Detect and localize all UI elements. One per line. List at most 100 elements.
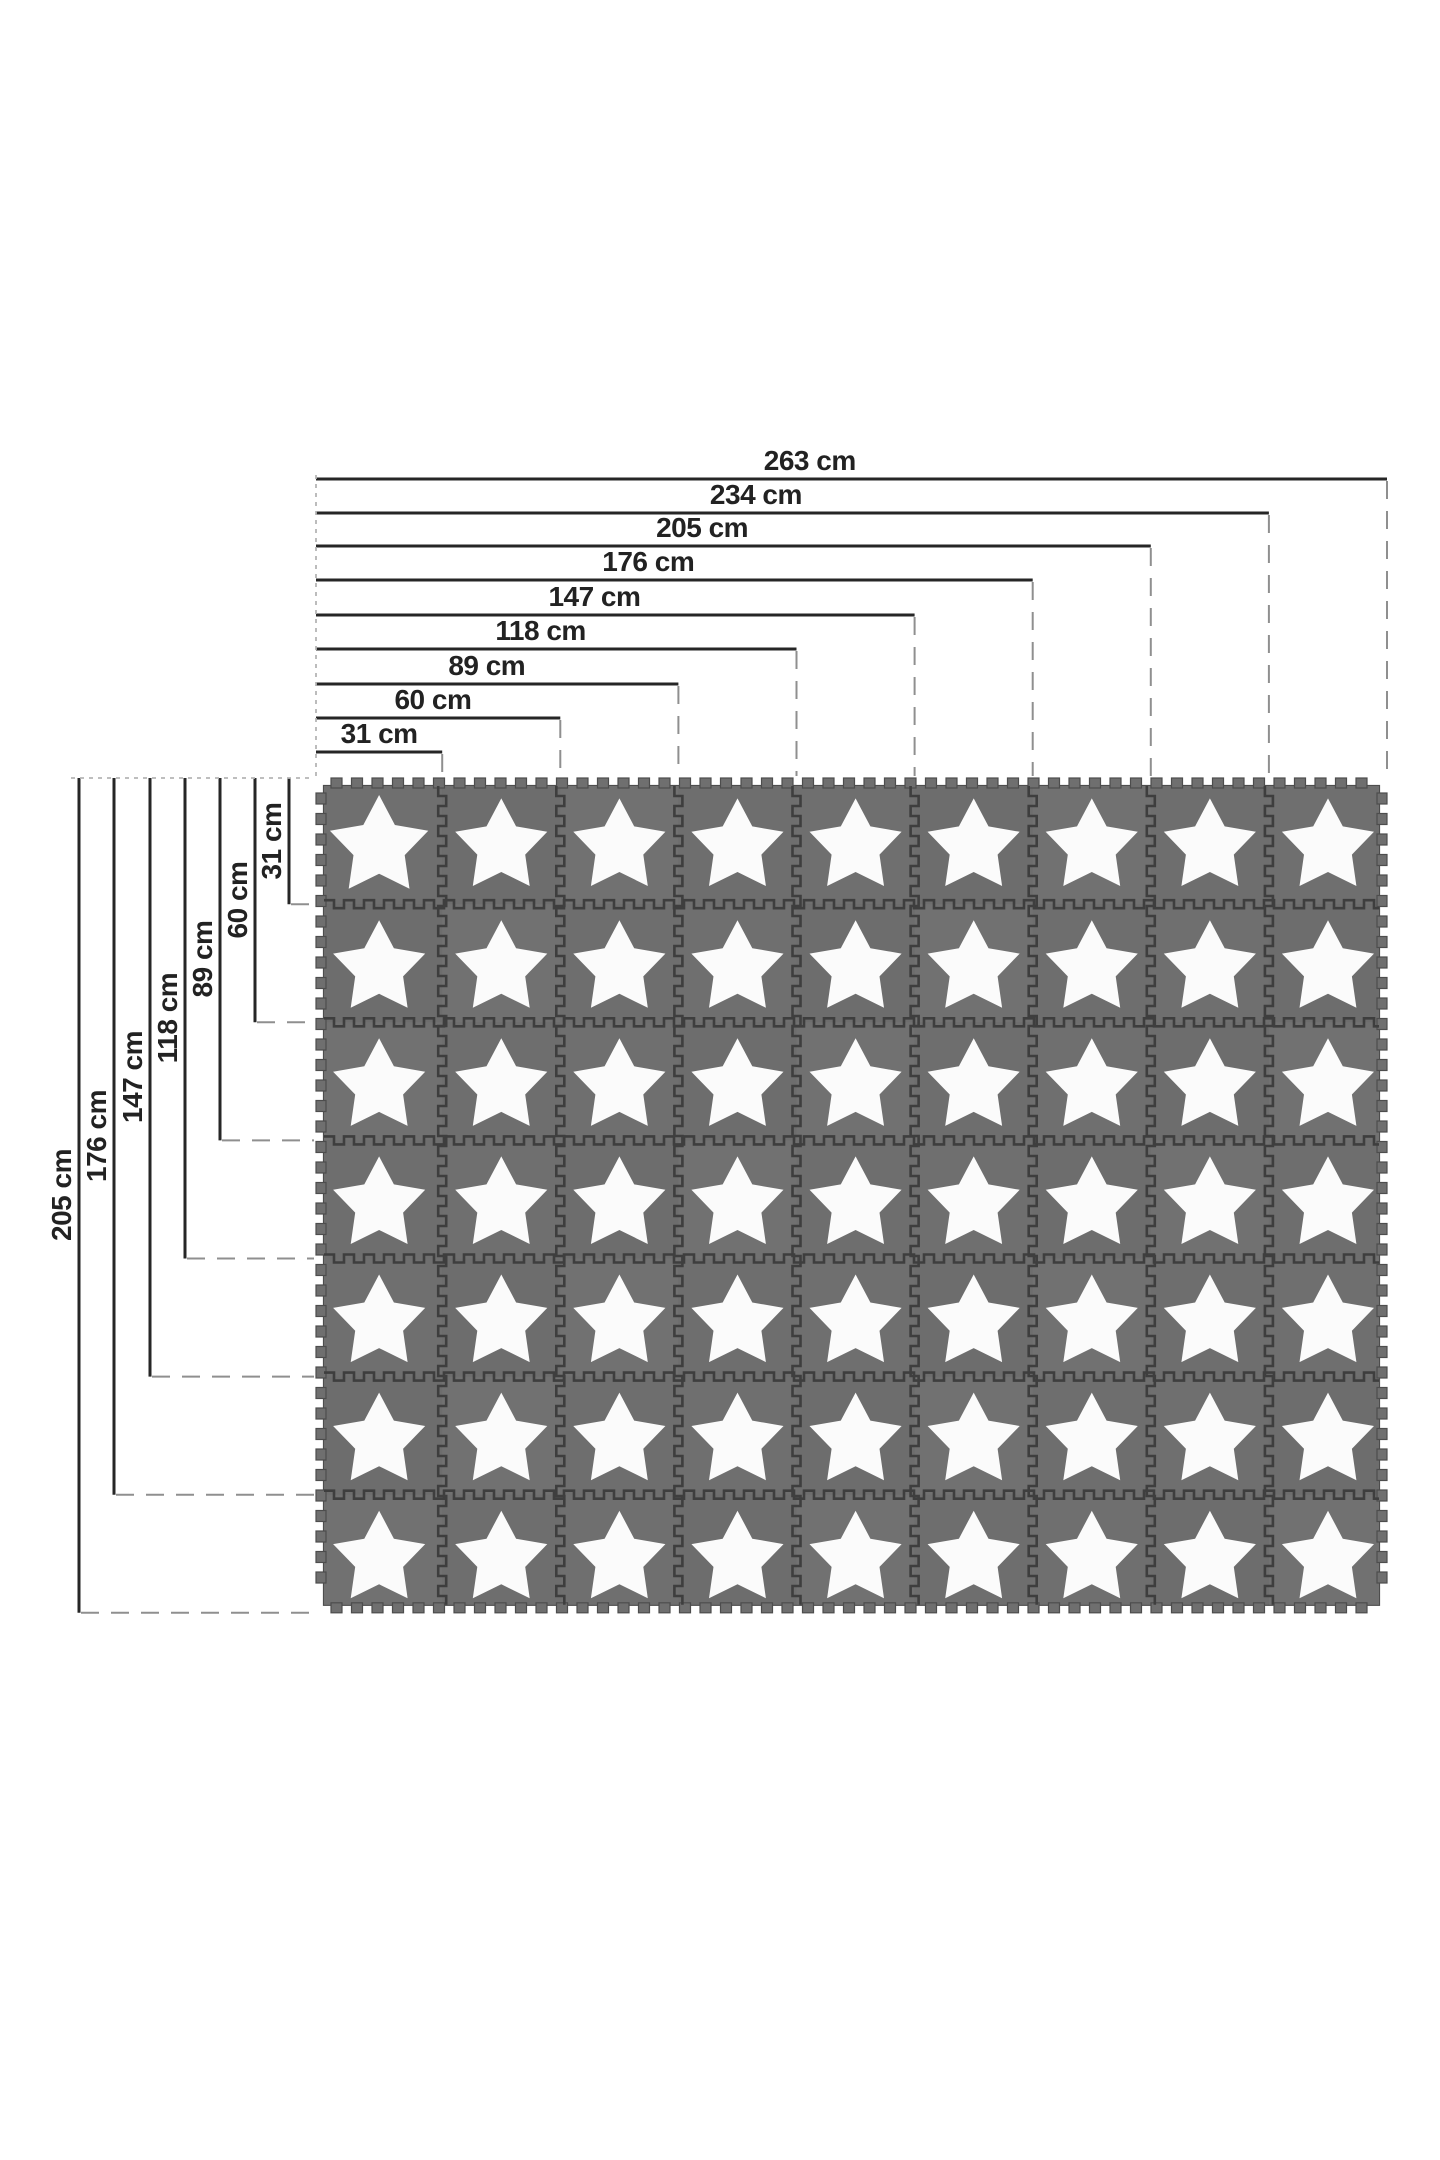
tooth bbox=[1109, 1602, 1122, 1614]
tooth bbox=[315, 1263, 327, 1277]
tooth bbox=[986, 1602, 999, 1614]
star-icons bbox=[329, 795, 1374, 1599]
star-icon bbox=[1281, 1510, 1374, 1599]
tooth bbox=[1376, 1489, 1388, 1502]
tooth bbox=[658, 777, 671, 789]
width-dimension-label: 234 cm bbox=[709, 479, 802, 510]
width-dimension-label: 176 cm bbox=[602, 546, 695, 577]
tooth bbox=[678, 777, 692, 789]
tooth bbox=[1376, 1202, 1388, 1215]
tooth bbox=[1088, 1602, 1102, 1614]
tooth bbox=[699, 777, 712, 789]
tooth bbox=[617, 1602, 630, 1614]
tooth bbox=[1314, 777, 1327, 789]
star-icon bbox=[1163, 1274, 1256, 1363]
star-icon bbox=[1281, 1274, 1374, 1363]
tooth bbox=[1376, 997, 1388, 1010]
tooth bbox=[1376, 1222, 1388, 1236]
tooth bbox=[315, 1325, 327, 1338]
tooth bbox=[315, 1509, 327, 1523]
tooth bbox=[315, 1161, 327, 1174]
tooth bbox=[315, 1017, 327, 1031]
star-icon bbox=[1163, 798, 1256, 886]
tooth bbox=[315, 1427, 327, 1441]
tooth bbox=[1376, 1530, 1388, 1543]
star-icon bbox=[809, 920, 902, 1008]
tooth bbox=[315, 1058, 327, 1072]
tooth bbox=[1376, 1448, 1388, 1461]
star-icon bbox=[691, 798, 784, 886]
star-icon bbox=[573, 798, 666, 886]
tooth bbox=[924, 1602, 938, 1614]
width-dimension-label: 118 cm bbox=[495, 615, 586, 646]
tooth bbox=[1376, 1407, 1388, 1420]
star-icon bbox=[1281, 920, 1374, 1008]
tooth bbox=[1252, 777, 1266, 789]
tooth bbox=[315, 1530, 327, 1543]
star-icon bbox=[1163, 1038, 1256, 1126]
tooth bbox=[863, 1602, 876, 1614]
star-icon bbox=[691, 1156, 784, 1244]
tooth bbox=[945, 1602, 958, 1614]
tooth bbox=[1376, 1263, 1388, 1277]
tooth bbox=[1252, 1602, 1266, 1614]
seam bbox=[324, 1371, 1379, 1382]
star-icon bbox=[1163, 1510, 1256, 1599]
tooth bbox=[315, 1099, 327, 1113]
width-dimension-label: 89 cm bbox=[448, 650, 526, 681]
tooth bbox=[1376, 935, 1388, 949]
tooth bbox=[699, 1602, 712, 1614]
star-icon bbox=[809, 1274, 902, 1363]
tooth bbox=[412, 1602, 425, 1614]
star-icon bbox=[927, 1274, 1020, 1363]
star-icon bbox=[329, 795, 429, 889]
tooth bbox=[453, 1602, 466, 1614]
tooth bbox=[1211, 1602, 1225, 1614]
width-dimension-label: 147 cm bbox=[548, 581, 641, 612]
tooth bbox=[1273, 777, 1286, 789]
tooth bbox=[350, 777, 364, 789]
tooth bbox=[1376, 1366, 1388, 1379]
tooth bbox=[350, 1602, 364, 1614]
foam-mat bbox=[315, 777, 1388, 1614]
tooth bbox=[637, 1602, 651, 1614]
tooth bbox=[432, 1602, 446, 1614]
star-icon bbox=[333, 1156, 426, 1244]
tooth bbox=[315, 1038, 327, 1051]
star-icon bbox=[573, 1392, 666, 1481]
tooth bbox=[1047, 1602, 1061, 1614]
star-icon bbox=[455, 798, 548, 886]
tooth bbox=[315, 997, 327, 1010]
star-icon bbox=[1045, 1156, 1138, 1244]
tooth bbox=[494, 777, 507, 789]
star-icon bbox=[573, 1038, 666, 1126]
star-icon bbox=[691, 1274, 784, 1363]
tooth bbox=[315, 1304, 327, 1318]
tooth bbox=[1150, 777, 1163, 789]
tooth bbox=[1314, 1602, 1327, 1614]
tooth bbox=[1376, 1099, 1388, 1113]
tooth bbox=[315, 1079, 327, 1092]
star-icon bbox=[809, 798, 902, 886]
star-icon bbox=[809, 1038, 902, 1126]
tooth bbox=[1376, 1181, 1388, 1195]
tooth bbox=[315, 956, 327, 969]
tooth bbox=[315, 1345, 327, 1359]
tooth bbox=[473, 777, 487, 789]
star-icon bbox=[1281, 1038, 1374, 1126]
tooth bbox=[315, 1489, 327, 1502]
tooth bbox=[1191, 1602, 1204, 1614]
tooth bbox=[924, 777, 938, 789]
tooth bbox=[576, 1602, 589, 1614]
tooth bbox=[315, 1222, 327, 1236]
width-dimension-label: 60 cm bbox=[394, 684, 472, 715]
star-icon bbox=[809, 1156, 902, 1244]
height-dimension-lines bbox=[77, 778, 314, 1614]
tooth bbox=[1006, 777, 1020, 789]
tooth bbox=[1376, 874, 1388, 887]
tooth bbox=[315, 1284, 327, 1297]
edge-teeth bbox=[315, 777, 1388, 1614]
tooth bbox=[1129, 1602, 1143, 1614]
star-icon bbox=[691, 1038, 784, 1126]
